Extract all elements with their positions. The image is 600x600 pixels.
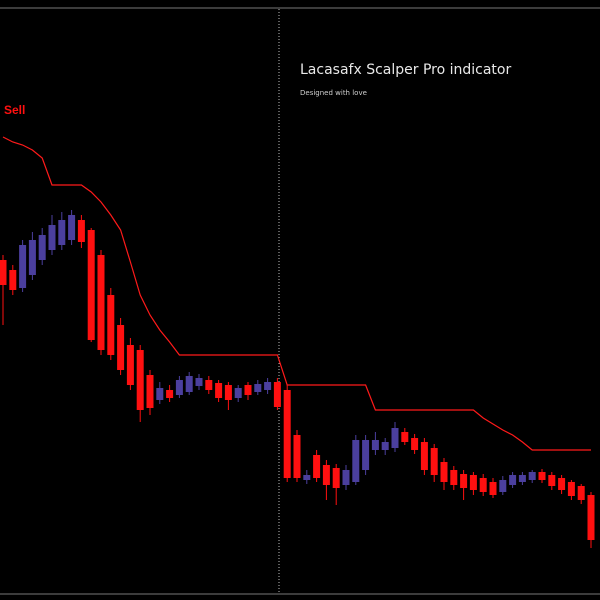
candle-body [19, 245, 27, 288]
candle-body [518, 475, 526, 482]
candle-body [273, 382, 281, 407]
candle-body [352, 440, 360, 482]
candle-body [479, 478, 487, 492]
candle-body [244, 385, 252, 395]
candle-body [567, 482, 575, 496]
candle-body [538, 472, 546, 480]
candle-body [577, 486, 585, 500]
candle-body [342, 470, 350, 485]
candle-body [0, 260, 7, 285]
candle-body [460, 474, 468, 488]
candle-body [87, 230, 95, 340]
candle-body [166, 390, 174, 398]
candle-body [215, 383, 223, 398]
candle-body [430, 448, 438, 475]
candle-body [293, 435, 301, 478]
candle-body [371, 440, 379, 450]
candle-body [391, 428, 399, 448]
candle-body [450, 470, 458, 485]
candle-body [97, 255, 105, 350]
candle-body [283, 390, 291, 478]
candle-body [175, 380, 183, 395]
chart-title: Lacasafx Scalper Pro indicator [300, 62, 511, 78]
candle-body [587, 495, 595, 540]
candle-body [264, 382, 272, 390]
candle-body [489, 482, 497, 495]
candle-body [509, 475, 517, 485]
candle-body [548, 475, 556, 486]
candle-body [136, 350, 144, 410]
candle-body [499, 480, 507, 492]
trailing-line [2, 136, 591, 451]
plot [0, 136, 595, 548]
candle-body [48, 225, 56, 250]
candle-body [332, 468, 340, 488]
signal-label: Sell [4, 103, 25, 117]
candle-body [38, 235, 46, 260]
candle-body [117, 325, 125, 370]
candle-body [77, 220, 85, 242]
chart-subtitle: Designed with love [300, 89, 367, 97]
candle-body [234, 388, 242, 398]
candle-body [401, 432, 409, 442]
candle-body [28, 240, 36, 275]
candle-body [411, 438, 419, 450]
candle-body [528, 472, 536, 480]
candle-body [469, 475, 477, 490]
candle-body [362, 440, 370, 470]
candle-body [254, 384, 262, 392]
candle-body [558, 478, 566, 490]
candle-body [381, 442, 389, 450]
candle-body [205, 380, 213, 390]
candle-body [313, 455, 321, 478]
candle-body [68, 215, 76, 240]
candle-body [303, 475, 311, 480]
candle-body [224, 385, 232, 400]
candle-body [440, 462, 448, 482]
candle-body [107, 295, 115, 355]
candle-body [146, 375, 154, 408]
candle-body [58, 220, 66, 245]
candle-body [195, 378, 203, 386]
candle-body [156, 388, 164, 400]
candle-body [420, 442, 428, 470]
candle-body [9, 270, 17, 290]
candle-body [126, 345, 134, 385]
candle-body [322, 465, 330, 485]
candle-body [185, 376, 193, 392]
